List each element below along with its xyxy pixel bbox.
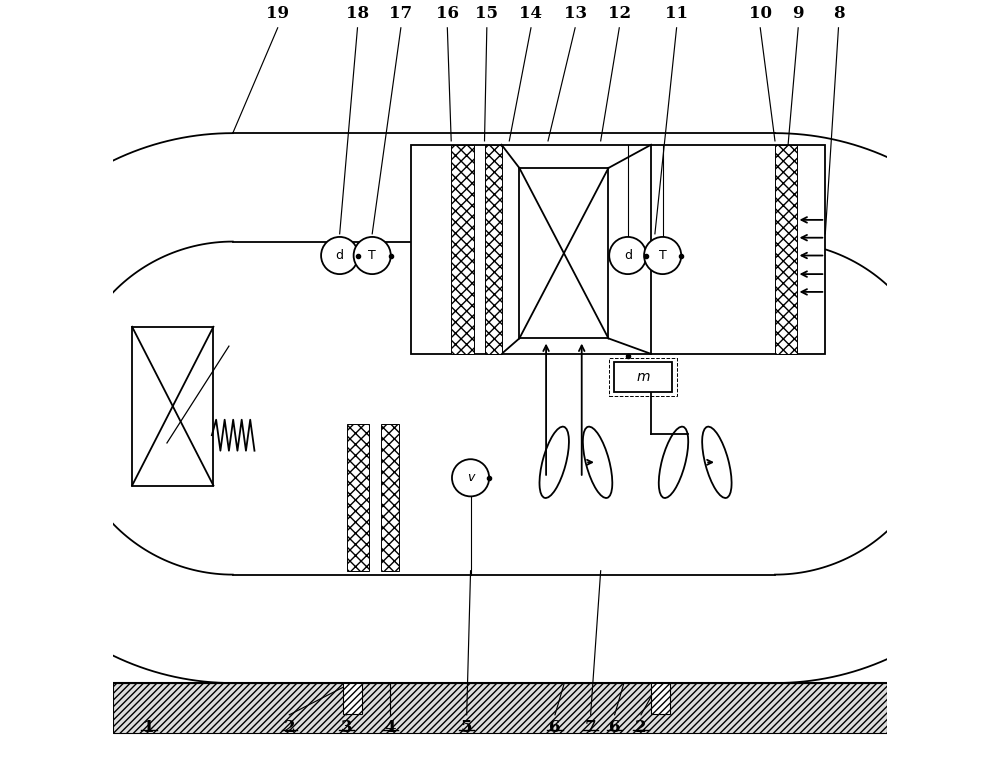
Bar (485, 145, 502, 354)
Text: 9: 9 (792, 5, 804, 22)
Text: 6: 6 (609, 719, 620, 736)
Text: 17: 17 (389, 5, 412, 22)
Bar (519, 168, 608, 338)
Text: 1: 1 (143, 719, 155, 736)
Bar (343, 683, 362, 714)
Text: d: d (336, 249, 344, 262)
Circle shape (321, 237, 358, 274)
Text: 16: 16 (436, 5, 459, 22)
Text: 7: 7 (585, 719, 596, 736)
Bar (609, 358, 677, 397)
Text: 2: 2 (284, 719, 295, 736)
Text: 18: 18 (346, 5, 369, 22)
Text: 2: 2 (635, 719, 647, 736)
Bar (113, 683, 887, 733)
Text: 5: 5 (461, 719, 472, 736)
Text: 13: 13 (564, 5, 587, 22)
Circle shape (452, 459, 489, 497)
Text: 6: 6 (549, 719, 561, 736)
Text: 8: 8 (833, 5, 844, 22)
Text: 3: 3 (341, 719, 352, 736)
Bar (651, 683, 670, 714)
Text: m: m (636, 370, 650, 384)
Circle shape (609, 237, 646, 274)
Circle shape (644, 237, 681, 274)
Text: 19: 19 (266, 5, 289, 22)
Bar (775, 145, 797, 354)
Text: T: T (659, 249, 667, 262)
Bar (451, 145, 474, 354)
Text: 14: 14 (519, 5, 542, 22)
Bar (347, 424, 369, 571)
Text: 4: 4 (384, 719, 396, 736)
Text: 12: 12 (608, 5, 631, 22)
Bar (381, 424, 399, 571)
Bar (132, 327, 213, 486)
Bar (411, 145, 825, 354)
Text: d: d (624, 249, 632, 262)
Text: 10: 10 (749, 5, 772, 22)
Text: 11: 11 (665, 5, 688, 22)
Circle shape (354, 237, 391, 274)
Text: v: v (467, 471, 474, 484)
Bar (614, 362, 672, 392)
Text: T: T (368, 249, 376, 262)
Text: 15: 15 (475, 5, 498, 22)
